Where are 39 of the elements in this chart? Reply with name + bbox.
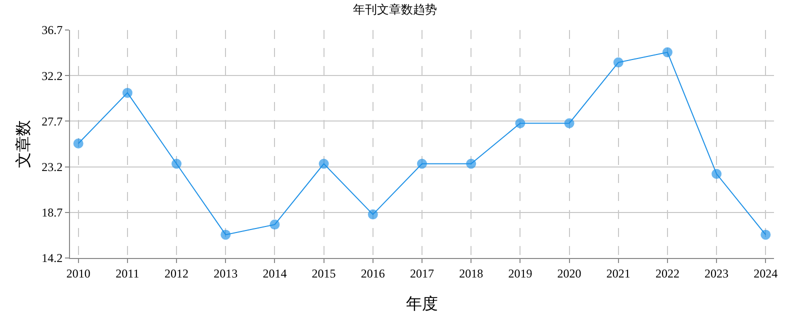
x-tick-label: 2022 [655,266,680,280]
y-tick-label: 14.2 [42,251,63,266]
x-tick-label: 2016 [360,266,385,280]
x-tick-label: 2021 [606,266,630,280]
x-tick-label: 2014 [262,266,287,280]
point [466,158,476,169]
point [662,47,672,58]
y-tick-label: 18.7 [42,206,63,220]
x-tick-label: 2017 [410,266,434,280]
x-tick-label: 2010 [66,266,90,280]
point [318,158,329,169]
point [564,118,574,128]
x-tick-label: 2018 [459,266,484,280]
x-tick-label: 2012 [164,266,189,280]
point [712,168,722,179]
point [270,220,280,230]
x-tick-label: 2024 [754,266,778,280]
point [220,230,231,240]
point [368,209,378,220]
x-tick-label: 2023 [704,266,729,280]
x-tick-label: 2020 [557,266,582,280]
y-tick-label: 32.2 [42,68,63,83]
chart-title: 年刊文章数趋势 [353,2,437,16]
x-axis-title: 年度 [406,295,438,314]
y-tick-label: 23.2 [42,160,63,174]
x-tick-label: 2019 [508,266,532,280]
point [613,57,624,68]
x-tick-label: 2013 [214,266,238,280]
point [172,158,182,169]
point [417,158,427,169]
y-tick-label: 36.7 [42,23,63,38]
y-axis-title: 文章数 [14,120,32,168]
point [760,230,771,240]
point [73,138,84,148]
x-tick-label: 2011 [116,266,140,280]
x-tick-label: 2015 [312,266,336,280]
point [122,88,132,98]
point [515,118,526,128]
y-tick-label: 27.7 [42,114,63,128]
